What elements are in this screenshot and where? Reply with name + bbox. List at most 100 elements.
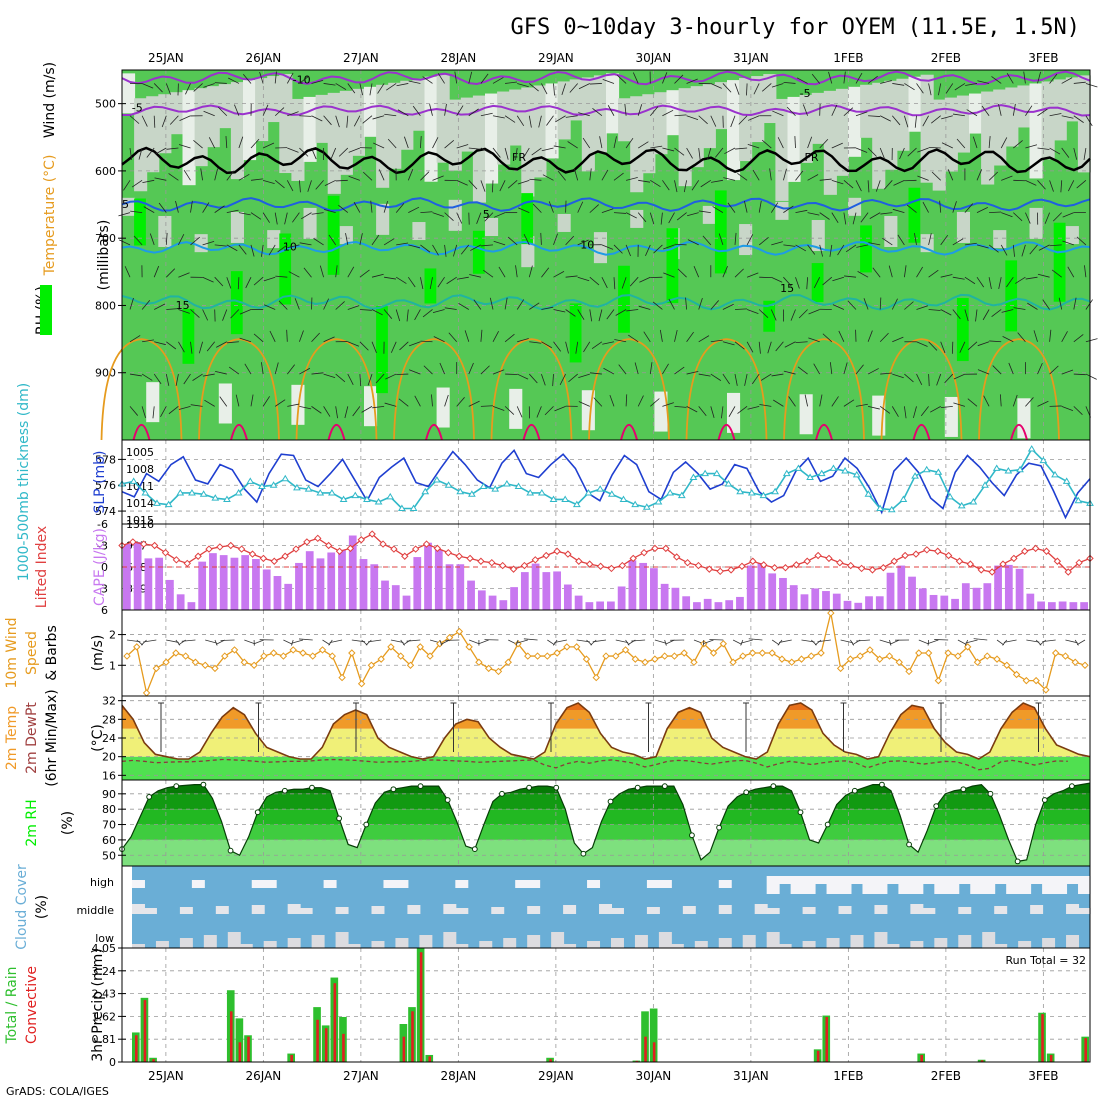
thickness-point xyxy=(747,489,756,496)
wind-barb xyxy=(941,142,953,149)
lifted-point xyxy=(183,559,191,568)
pressure-tick-label: 600 xyxy=(95,165,116,178)
wind-barb xyxy=(790,309,796,321)
wind-tick-label: 2 xyxy=(109,629,116,642)
wind-barb xyxy=(541,306,554,310)
thickness-point xyxy=(479,482,488,490)
wind-barb xyxy=(202,309,209,321)
temp-band xyxy=(122,703,1090,710)
wind-barb xyxy=(288,271,300,278)
wind-barb xyxy=(311,372,324,375)
wind-barb xyxy=(698,335,710,343)
wind-barb xyxy=(920,406,929,417)
wind-barb xyxy=(554,405,566,412)
wind-barb xyxy=(798,309,808,319)
wind-barb xyxy=(700,179,712,188)
lifted-point xyxy=(292,545,300,553)
lifted-point xyxy=(879,564,888,572)
wind-barb xyxy=(1049,244,1062,247)
wind-point xyxy=(309,652,317,660)
cloud-low xyxy=(419,935,433,948)
wind-barb xyxy=(311,212,324,215)
cloud-high xyxy=(455,880,469,888)
wind-barb xyxy=(420,136,422,149)
wind-barb xyxy=(193,83,203,92)
lifted-point xyxy=(662,544,670,553)
cloud-low xyxy=(994,944,1008,948)
wind-barb xyxy=(202,276,214,283)
wind-barb xyxy=(578,401,590,407)
wind-barb xyxy=(158,202,167,213)
rh-moist-patch xyxy=(811,263,824,303)
thickness-point xyxy=(1004,467,1013,474)
lifted-tick-label: 6 xyxy=(101,604,108,617)
cloud-axis-label: Cloud Cover xyxy=(14,864,30,950)
lifted-point xyxy=(738,562,746,570)
wind-barb xyxy=(386,83,397,91)
wind-barb xyxy=(748,638,763,641)
rh-dry-patch xyxy=(593,232,607,264)
wind-barb xyxy=(432,309,445,313)
wind-barb xyxy=(698,147,701,160)
wind-barb xyxy=(735,147,748,150)
wind-barb xyxy=(323,83,336,86)
wind-barb xyxy=(892,208,905,214)
wind-barb xyxy=(952,276,965,280)
wind-barb xyxy=(359,83,363,96)
wind-barb xyxy=(606,309,615,320)
wind-barb xyxy=(347,266,355,278)
wind-barb xyxy=(880,372,893,375)
wind-barb xyxy=(892,336,904,343)
rh-axis-label: 2m RH xyxy=(24,799,40,846)
precip-convective-bar xyxy=(229,1011,233,1062)
contour-label: FR xyxy=(512,151,526,164)
wind-barb xyxy=(311,406,322,414)
wind-barb xyxy=(541,267,550,278)
wind-barb xyxy=(649,362,653,375)
wind-barb xyxy=(1008,362,1014,375)
wind-point xyxy=(318,646,327,654)
wind-barb xyxy=(653,244,663,254)
wind-barb xyxy=(1017,332,1026,343)
isotherm-25-loop xyxy=(717,423,736,441)
thickness-point xyxy=(736,487,745,495)
lifted-point xyxy=(1042,547,1051,555)
wind-barb xyxy=(396,242,409,246)
wind-barb xyxy=(516,115,525,127)
rh-dry-patch xyxy=(872,82,886,189)
wind-barb xyxy=(747,115,760,121)
precip-convective-legend: Convective xyxy=(24,966,40,1044)
wind-barb xyxy=(492,77,504,84)
cloud-low xyxy=(1042,938,1056,948)
cloud-high xyxy=(718,880,732,888)
wind-barb xyxy=(454,71,458,84)
wind-point xyxy=(172,649,180,657)
wind-barb xyxy=(783,205,794,213)
wind-barb xyxy=(234,104,240,116)
cloud-low xyxy=(766,932,780,948)
wind-barb xyxy=(710,406,715,419)
wind-barb xyxy=(613,212,626,214)
rh-dry-patch xyxy=(569,79,583,121)
cape-bar xyxy=(822,591,830,610)
wind-barb xyxy=(1073,147,1078,160)
cape-bar xyxy=(800,594,809,610)
wind-barb xyxy=(299,405,312,410)
rh-point xyxy=(363,821,370,828)
wind-barb xyxy=(166,639,179,643)
wind-barb xyxy=(319,265,324,278)
rh-band xyxy=(122,824,1090,840)
lifted-point xyxy=(444,548,452,557)
wind-barb xyxy=(335,406,338,419)
wind-barb xyxy=(287,111,299,117)
cape-bar xyxy=(574,595,583,610)
wind-barb xyxy=(976,206,988,213)
wind-point xyxy=(797,655,806,663)
lifted-point xyxy=(216,543,224,551)
wind-barb xyxy=(448,332,458,343)
wind-barb xyxy=(972,136,978,149)
wind-barb xyxy=(166,308,179,310)
wind-barb xyxy=(183,169,191,181)
wind-point xyxy=(289,646,297,654)
cloud-middle xyxy=(611,908,624,914)
